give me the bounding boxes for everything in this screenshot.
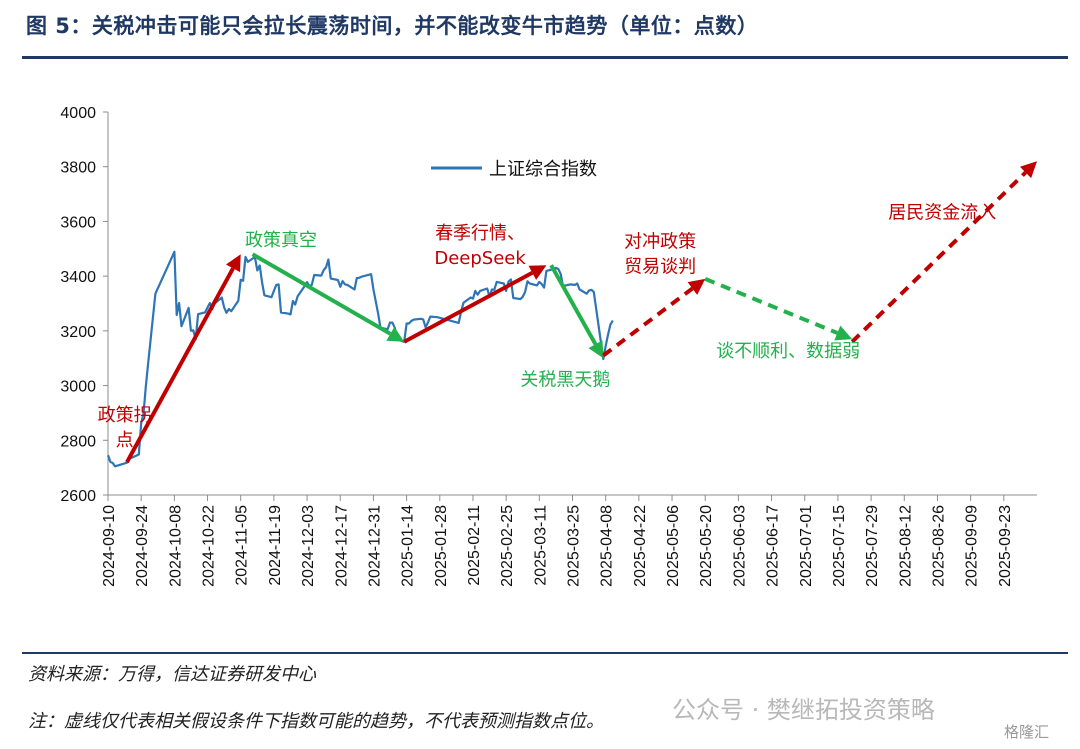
x-tick-label: 2025-02-11: [466, 505, 483, 586]
chart-legend: 上证综合指数: [431, 159, 597, 180]
chart-axes: 2600 2800 3000 3200 3400 3600 3800 4000 2024-09-…: [60, 105, 1037, 587]
x-tick-label: 2025-08-26: [930, 505, 947, 587]
x-tick-label: 2024-10-22: [201, 505, 218, 587]
trend-arrow-line: [125, 267, 235, 464]
x-tick-label: 2025-01-28: [433, 505, 450, 587]
trend-arrow-line: [704, 277, 839, 335]
trend-arrow-head: [588, 340, 604, 359]
data-source: 资料来源：万得，信达证券研发中心: [28, 664, 316, 685]
trend-arrow-head: [226, 254, 241, 273]
trend-arrow-line: [549, 264, 598, 346]
footnote: 注：虚线仅代表相关假设条件下指数可能的趋势，不代表预测指数点位。: [28, 711, 604, 732]
x-tick-label: 2025-09-09: [964, 505, 981, 587]
trend-arrow-head: [386, 326, 405, 342]
bottom-divider: [22, 652, 1068, 654]
top-divider: [22, 56, 1068, 59]
x-tick-label: 2024-12-03: [300, 505, 317, 587]
y-tick-label: 4000: [60, 105, 96, 122]
annotation-label: 政策真空: [245, 230, 317, 251]
x-tick-label: 2024-12-31: [366, 505, 383, 587]
trend-arrow-head: [1019, 161, 1037, 179]
x-tick-label: 2025-07-29: [864, 505, 881, 587]
x-tick-label: 2024-09-10: [101, 505, 118, 587]
x-tick-label: 2024-12-17: [333, 505, 350, 587]
x-tick-label: 2025-07-01: [798, 505, 815, 587]
trend-arrow-head: [528, 265, 547, 280]
x-tick-label: 2025-09-23: [997, 505, 1014, 587]
annotation-label: 关税黑天鹅: [520, 370, 610, 391]
badge-text: 格隆汇: [1004, 723, 1050, 741]
y-tick-label: 2600: [60, 488, 96, 505]
x-tick-label: 2024-11-05: [234, 505, 251, 586]
trend-arrow-line: [850, 170, 1027, 344]
annotation-label: DeepSeek: [434, 248, 526, 269]
y-tick-label: 3600: [60, 214, 96, 231]
trend-arrow-line: [251, 252, 392, 336]
watermark-text: 公众号 · 樊继拓投资策略: [672, 696, 935, 724]
x-tick-label: 2025-07-15: [831, 505, 848, 587]
x-tick-label: 2025-04-08: [599, 505, 616, 587]
annotation-label: 点: [116, 430, 134, 451]
x-tick-label: 2024-10-08: [167, 505, 184, 587]
y-tick-label: 3200: [60, 324, 96, 341]
y-tick-label: 3400: [60, 269, 96, 286]
x-tick-label: 2025-05-20: [698, 505, 715, 587]
annotation-label: 对冲政策: [624, 231, 696, 252]
legend-label: 上证综合指数: [489, 159, 597, 180]
x-tick-label: 2025-06-03: [731, 505, 748, 587]
annotation-label: 贸易谈判: [624, 256, 696, 277]
x-tick-label: 2024-11-19: [267, 505, 284, 586]
annotation-label: 居民资金流入: [888, 203, 996, 224]
x-tick-label: 2025-04-22: [632, 505, 649, 587]
trend-arrow-head: [834, 325, 853, 341]
x-tick-label: 2025-02-25: [499, 505, 516, 587]
series-layer: [106, 250, 614, 468]
annotation-label: 谈不顺利、数据弱: [716, 341, 860, 362]
figure-title: 图 5：关税冲击可能只会拉长震荡时间，并不能改变牛市趋势（单位：点数）: [26, 14, 759, 38]
annotation-label: 春季行情、: [435, 223, 525, 244]
x-tick-label: 2025-05-06: [665, 505, 682, 587]
trend-arrows: [125, 161, 1037, 464]
x-tick-label: 2025-08-12: [897, 505, 914, 587]
x-tick-label: 2025-06-17: [765, 505, 782, 587]
trend-arrow-line: [403, 271, 534, 344]
series-line-shanghai-composite: [106, 250, 614, 468]
x-tick-label: 2024-09-24: [134, 505, 151, 587]
x-tick-label: 2025-03-25: [566, 505, 583, 587]
y-tick-label: 2800: [60, 433, 96, 450]
y-tick-label: 3800: [60, 160, 96, 177]
trend-arrow-line: [602, 286, 694, 358]
x-tick-label: 2025-01-14: [400, 505, 417, 587]
trend-arrow-head: [687, 278, 706, 295]
x-tick-label: 2025-03-11: [532, 505, 549, 586]
annotation-label: 政策拐: [98, 405, 152, 426]
line-chart: 2600 2800 3000 3200 3400 3600 3800 4000 2024-09-…: [60, 105, 1037, 587]
y-tick-label: 3000: [60, 379, 96, 396]
